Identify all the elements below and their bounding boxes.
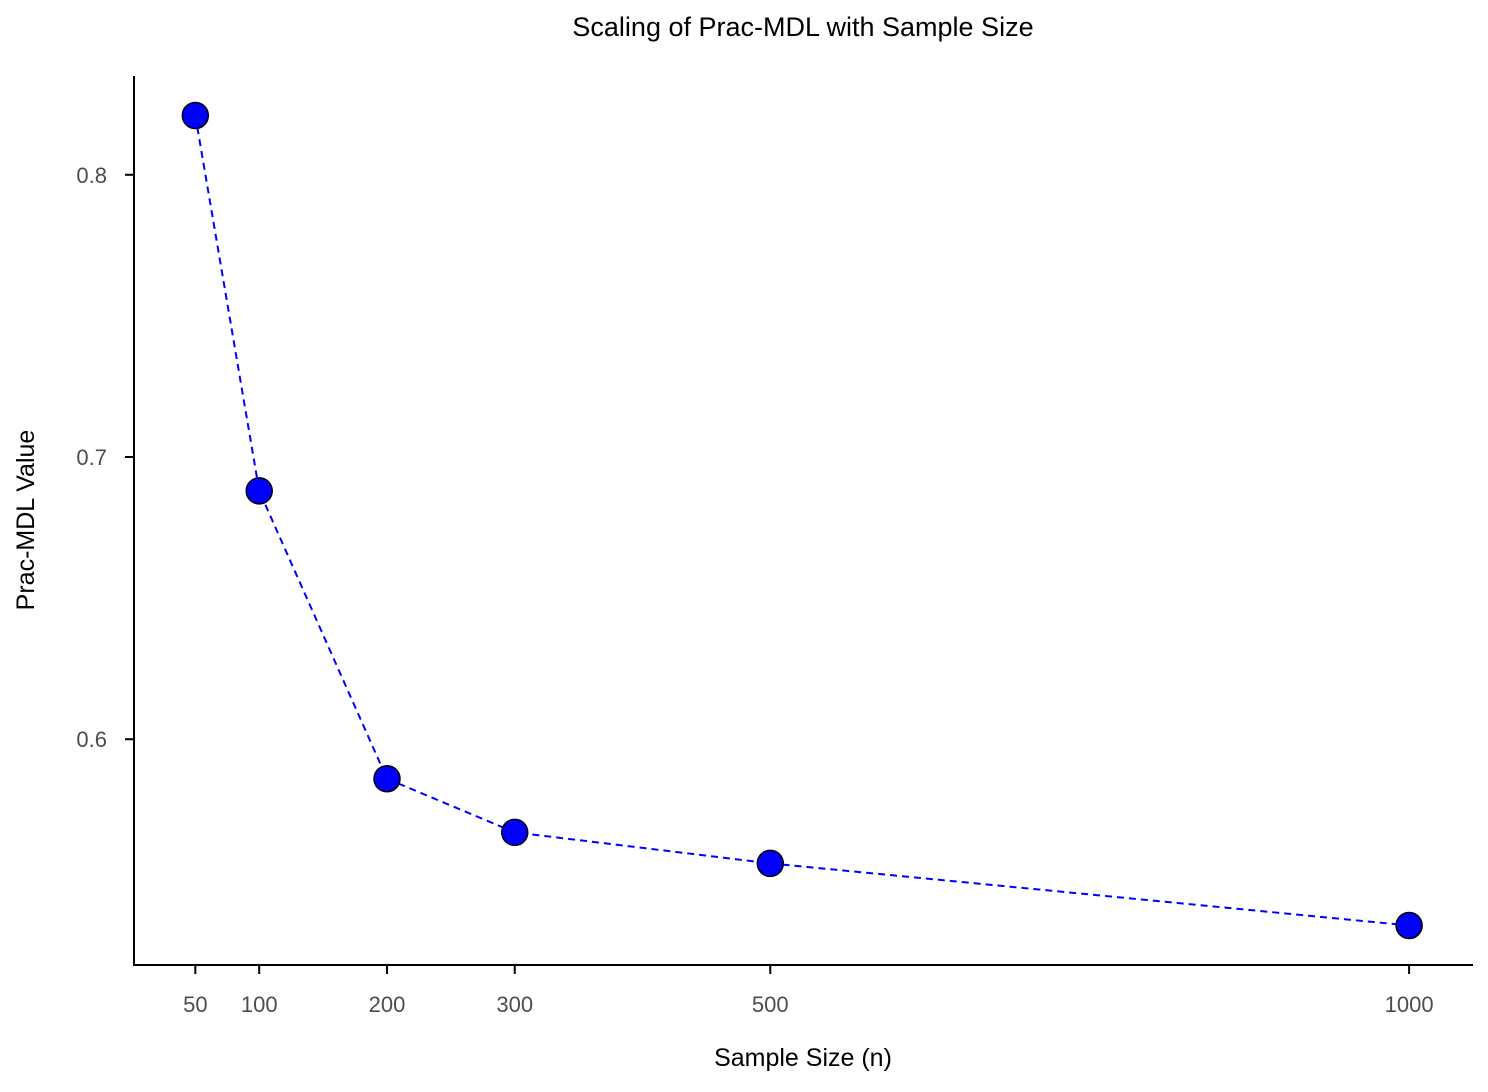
x-tick-label: 300 xyxy=(496,992,533,1017)
y-tick-label: 0.7 xyxy=(76,445,107,470)
x-axis-label: Sample Size (n) xyxy=(714,1044,892,1072)
y-ticks: 0.6 0.7 0.8 xyxy=(76,163,134,752)
series-line xyxy=(194,115,1410,927)
y-tick-label: 0.8 xyxy=(76,163,107,188)
data-point xyxy=(181,101,210,130)
data-point xyxy=(245,477,273,505)
axes xyxy=(133,76,1473,966)
y-tick-label: 0.6 xyxy=(76,727,107,752)
data-point xyxy=(500,818,529,847)
x-tick-label: 1000 xyxy=(1385,992,1434,1017)
x-ticks: 50 100 200 300 500 1000 xyxy=(183,965,1434,1017)
data-point xyxy=(756,849,785,878)
y-axis-label: Prac-MDL Value xyxy=(12,430,40,611)
data-point xyxy=(373,764,401,793)
x-tick-label: 200 xyxy=(369,992,406,1017)
data-point xyxy=(1395,911,1423,940)
x-tick-label: 50 xyxy=(183,992,207,1017)
chart-title: Scaling of Prac-MDL with Sample Size xyxy=(572,12,1033,42)
series-layer xyxy=(181,101,1423,940)
x-tick-label: 500 xyxy=(752,992,789,1017)
x-tick-label: 100 xyxy=(241,992,278,1017)
